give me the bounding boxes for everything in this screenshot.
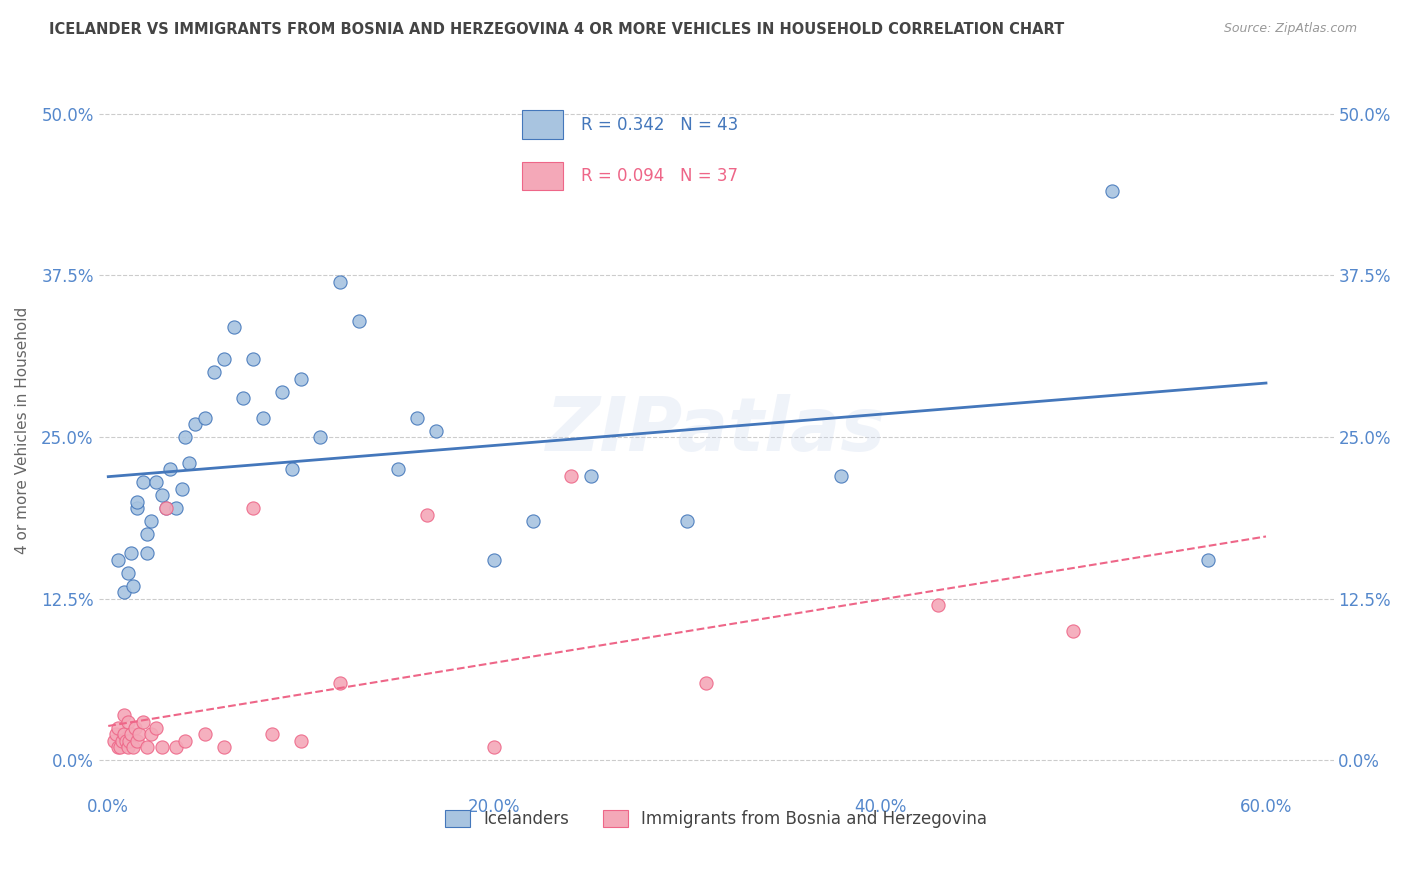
- Legend: Icelanders, Immigrants from Bosnia and Herzegovina: Icelanders, Immigrants from Bosnia and H…: [439, 804, 994, 835]
- Point: [232, 391, 254, 405]
- Point: [150, 740, 173, 755]
- Text: ICELANDER VS IMMIGRANTS FROM BOSNIA AND HERZEGOVINA 4 OR MORE VEHICLES IN HOUSEH: ICELANDER VS IMMIGRANTS FROM BOSNIA AND …: [49, 22, 1064, 37]
- Point: [387, 462, 409, 476]
- Point: [165, 740, 187, 755]
- Point: [170, 482, 193, 496]
- Point: [194, 410, 217, 425]
- Point: [145, 721, 167, 735]
- Point: [120, 727, 142, 741]
- Point: [117, 566, 139, 580]
- Point: [104, 727, 127, 741]
- Point: [1197, 553, 1219, 567]
- Text: ZIPatlas: ZIPatlas: [546, 394, 886, 467]
- Point: [212, 740, 235, 755]
- Point: [117, 714, 139, 729]
- Point: [1101, 185, 1123, 199]
- Point: [290, 372, 312, 386]
- Point: [127, 734, 149, 748]
- Point: [127, 501, 149, 516]
- Point: [406, 410, 429, 425]
- Point: [114, 734, 136, 748]
- Point: [194, 727, 217, 741]
- Point: [242, 501, 264, 516]
- Text: R = 0.094   N = 37: R = 0.094 N = 37: [581, 167, 738, 185]
- Point: [425, 424, 447, 438]
- Point: [329, 675, 352, 690]
- Point: [117, 740, 139, 755]
- FancyBboxPatch shape: [523, 161, 562, 190]
- Point: [159, 462, 181, 476]
- Point: [124, 721, 146, 735]
- Point: [676, 514, 699, 528]
- Point: [222, 320, 245, 334]
- Point: [280, 462, 302, 476]
- Point: [139, 514, 162, 528]
- Point: [150, 488, 173, 502]
- Point: [135, 546, 157, 560]
- Point: [122, 579, 145, 593]
- Point: [252, 410, 274, 425]
- Point: [262, 727, 284, 741]
- FancyBboxPatch shape: [523, 111, 562, 139]
- Point: [132, 714, 155, 729]
- Point: [118, 734, 141, 748]
- Point: [212, 352, 235, 367]
- Point: [695, 675, 717, 690]
- Point: [107, 740, 129, 755]
- Point: [112, 585, 135, 599]
- Point: [103, 734, 125, 748]
- Point: [242, 352, 264, 367]
- Point: [112, 708, 135, 723]
- Point: [415, 508, 437, 522]
- Text: Source: ZipAtlas.com: Source: ZipAtlas.com: [1223, 22, 1357, 36]
- Point: [482, 740, 505, 755]
- Point: [179, 456, 201, 470]
- Point: [122, 740, 145, 755]
- Point: [271, 384, 294, 399]
- Point: [108, 740, 131, 755]
- Point: [155, 501, 177, 516]
- Point: [174, 734, 197, 748]
- Point: [560, 468, 582, 483]
- Point: [132, 475, 155, 490]
- Point: [112, 727, 135, 741]
- Point: [522, 514, 544, 528]
- Point: [139, 727, 162, 741]
- Point: [174, 430, 197, 444]
- Point: [107, 721, 129, 735]
- Point: [127, 494, 149, 508]
- Y-axis label: 4 or more Vehicles in Household: 4 or more Vehicles in Household: [15, 307, 30, 554]
- Point: [165, 501, 187, 516]
- Point: [145, 475, 167, 490]
- Point: [309, 430, 332, 444]
- Point: [1062, 624, 1084, 638]
- Point: [347, 313, 370, 327]
- Point: [290, 734, 312, 748]
- Point: [107, 553, 129, 567]
- Point: [482, 553, 505, 567]
- Point: [202, 365, 225, 379]
- Point: [329, 275, 352, 289]
- Point: [135, 527, 157, 541]
- Text: R = 0.342   N = 43: R = 0.342 N = 43: [581, 116, 738, 134]
- Point: [128, 727, 150, 741]
- Point: [184, 417, 207, 431]
- Point: [830, 468, 852, 483]
- Point: [155, 501, 177, 516]
- Point: [135, 740, 157, 755]
- Point: [579, 468, 602, 483]
- Point: [927, 598, 949, 612]
- Point: [120, 546, 142, 560]
- Point: [111, 734, 134, 748]
